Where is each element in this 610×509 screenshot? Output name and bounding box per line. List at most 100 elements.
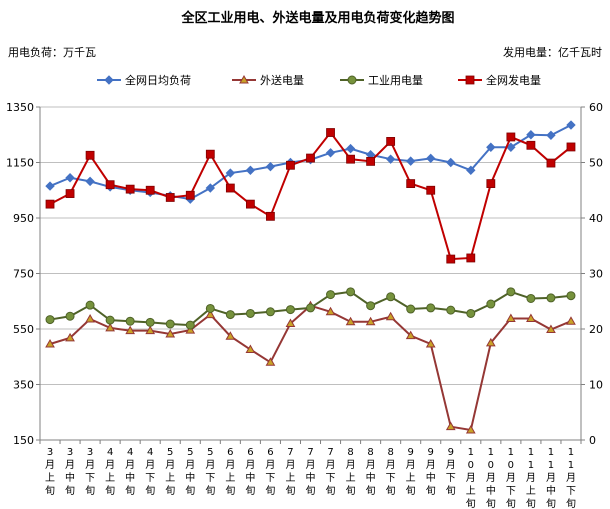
data-point	[225, 183, 235, 193]
data-point	[265, 307, 275, 317]
chart-title: 全区工业用电、外送电量及用电负荷变化趋势图	[180, 10, 454, 26]
x-tick-char: 4	[127, 447, 133, 458]
x-tick-char: 6	[247, 447, 253, 458]
left-axis-unit-label: 用电负荷：万千瓦	[8, 45, 96, 59]
data-point	[366, 156, 376, 166]
data-point	[546, 158, 556, 168]
x-tick-char: 6	[227, 447, 233, 458]
data-point	[426, 153, 436, 164]
data-point	[366, 301, 376, 311]
x-tick-char: 旬	[526, 497, 536, 509]
x-tick-char: 中	[366, 471, 376, 484]
data-point	[365, 316, 376, 326]
data-point	[65, 332, 75, 342]
data-point	[385, 311, 396, 321]
x-tick-char: 下	[566, 486, 576, 497]
data-point	[205, 183, 216, 193]
data-point	[347, 75, 357, 85]
data-point	[225, 310, 235, 320]
legend-label: 外送电量	[260, 73, 304, 87]
data-point	[45, 199, 55, 209]
x-tick-char: 上	[285, 472, 295, 484]
x-tick-char: 旬	[265, 484, 275, 497]
x-tick-char: 8	[367, 447, 373, 458]
x-tick-char: 上	[225, 472, 235, 484]
right-tick-label: 20	[589, 323, 603, 336]
data-point	[245, 165, 256, 175]
x-tick-char: 月	[466, 472, 476, 484]
x-tick-char: 下	[326, 473, 336, 484]
data-point	[85, 314, 95, 323]
x-tick-char: 1	[568, 460, 574, 471]
x-tick-char: 旬	[386, 484, 396, 497]
data-point	[425, 338, 436, 348]
data-point	[446, 254, 456, 264]
left-tick-label: 150	[13, 434, 34, 447]
x-tick-char: 1	[468, 447, 474, 458]
x-tick-char: 旬	[85, 484, 95, 497]
data-point	[406, 304, 416, 314]
right-axis-ticks: 0 10 20 30 40 50 60	[581, 101, 603, 447]
x-tick-char: 月	[546, 472, 556, 484]
series-3	[45, 287, 576, 330]
x-tick-char: 月	[306, 459, 316, 471]
x-tick-char: 月	[105, 459, 115, 471]
data-point	[526, 130, 536, 140]
data-point	[325, 148, 336, 158]
x-tick-char: 旬	[285, 484, 295, 497]
right-tick-label: 60	[589, 101, 603, 114]
x-tick-char: 3	[87, 447, 93, 458]
data-point	[245, 308, 255, 318]
x-tick-char: 月	[265, 459, 275, 471]
x-tick-char: 月	[245, 459, 255, 471]
right-tick-label: 10	[589, 379, 603, 392]
data-point	[486, 299, 496, 309]
data-point	[65, 311, 75, 321]
legend-label: 工业用电量	[368, 74, 423, 87]
x-tick-char: 下	[386, 473, 396, 484]
x-tick-char: 上	[45, 472, 55, 484]
left-tick-label: 550	[13, 323, 34, 336]
x-tick-char: 6	[267, 447, 273, 458]
x-tick-char: 中	[65, 471, 75, 484]
x-tick-char: 3	[47, 447, 53, 458]
left-tick-label: 750	[13, 268, 34, 281]
right-tick-label: 50	[589, 157, 603, 170]
x-tick-char: 月	[366, 459, 376, 471]
x-tick-char: 旬	[165, 484, 175, 497]
x-tick-char: 中	[306, 471, 316, 484]
x-tick-char: 旬	[65, 484, 75, 497]
data-point	[446, 157, 456, 168]
data-point	[465, 75, 475, 85]
data-point	[306, 303, 315, 313]
data-point	[285, 318, 296, 327]
left-tick-label: 950	[13, 212, 34, 225]
data-point	[145, 325, 156, 335]
data-point	[85, 150, 95, 160]
data-point	[104, 75, 114, 85]
data-point	[506, 132, 516, 142]
data-point	[526, 293, 536, 303]
data-point	[185, 190, 195, 200]
data-point	[546, 293, 556, 303]
gridlines	[40, 106, 581, 385]
legend: 全网日均负荷 外送电量 工业用电量 全网发电量	[97, 73, 541, 87]
data-point	[245, 199, 255, 209]
data-point	[566, 291, 576, 301]
x-tick-char: 月	[85, 459, 95, 471]
data-point	[306, 153, 315, 163]
right-axis-unit-label: 发用电量：亿千瓦时	[503, 45, 602, 59]
x-tick-char: 月	[326, 459, 336, 471]
data-point	[165, 328, 176, 338]
data-point	[346, 287, 356, 297]
